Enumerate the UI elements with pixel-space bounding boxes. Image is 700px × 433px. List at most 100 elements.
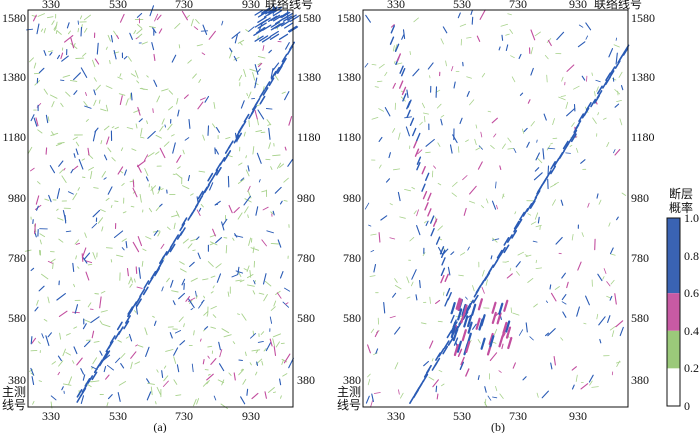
- fault-stroke: [196, 44, 203, 47]
- fault-stroke: [615, 37, 617, 41]
- fault-stroke: [119, 13, 125, 23]
- fault-stroke: [501, 343, 504, 350]
- fault-stroke: [566, 107, 576, 117]
- fault-stroke: [201, 299, 205, 304]
- fault-stroke: [101, 226, 104, 232]
- fault-stroke: [58, 310, 68, 317]
- panel-a-right-tick: 380: [297, 373, 315, 387]
- fault-stroke: [427, 192, 432, 202]
- fault-stroke: [146, 75, 149, 78]
- panel-b-right-tick: 580: [631, 311, 649, 325]
- fault-stroke: [388, 152, 391, 159]
- fault-stroke: [43, 318, 48, 322]
- fault-stroke: [467, 321, 473, 334]
- fault-stroke: [505, 44, 509, 52]
- fault-stroke: [187, 174, 191, 182]
- fault-stroke: [64, 35, 74, 43]
- fault-stroke: [49, 94, 58, 99]
- fault-stroke: [262, 24, 272, 31]
- fault-stroke: [225, 136, 231, 140]
- fault-stroke: [198, 170, 206, 173]
- fault-stroke: [569, 144, 573, 147]
- fault-stroke: [399, 65, 404, 74]
- fault-stroke: [270, 166, 273, 170]
- fault-stroke: [34, 306, 39, 312]
- fault-stroke: [247, 214, 249, 219]
- fault-stroke: [367, 373, 371, 378]
- fault-stroke: [216, 273, 222, 283]
- fault-stroke: [105, 85, 113, 89]
- fault-stroke: [127, 56, 132, 62]
- fault-stroke: [547, 39, 552, 47]
- fault-stroke: [537, 216, 540, 224]
- fault-stroke: [457, 298, 463, 311]
- fault-stroke: [145, 346, 150, 357]
- fault-stroke: [87, 302, 92, 308]
- fault-stroke: [105, 46, 108, 50]
- fault-stroke: [252, 246, 255, 254]
- fault-stroke: [501, 325, 507, 338]
- fault-stroke: [440, 267, 446, 276]
- fault-stroke: [103, 365, 107, 373]
- fault-stroke: [92, 209, 101, 218]
- main-fault-stroke: [447, 337, 454, 346]
- fault-stroke: [137, 33, 143, 38]
- fault-stroke: [233, 206, 240, 214]
- fault-stroke: [429, 75, 431, 79]
- fault-stroke: [155, 134, 162, 139]
- fault-stroke: [66, 22, 70, 29]
- main-fault-stroke: [526, 203, 533, 212]
- fault-stroke: [202, 24, 208, 35]
- main-fault-stroke: [516, 218, 523, 228]
- panel-b-left-tick: 780: [343, 251, 361, 265]
- fault-stroke: [54, 27, 57, 31]
- fault-stroke: [413, 139, 418, 149]
- fault-stroke: [385, 178, 391, 183]
- fault-stroke: [204, 95, 210, 103]
- fault-stroke: [392, 168, 401, 171]
- fault-stroke: [556, 31, 565, 41]
- main-fault-stroke: [102, 350, 109, 360]
- fault-stroke: [368, 224, 372, 227]
- fault-stroke: [512, 312, 520, 316]
- fault-stroke: [196, 236, 200, 240]
- fault-stroke: [74, 304, 79, 314]
- fault-stroke: [433, 218, 438, 227]
- fault-stroke: [469, 185, 477, 195]
- panel-b-frame: [362, 9, 629, 408]
- fault-stroke: [560, 337, 564, 341]
- fault-stroke: [274, 186, 282, 194]
- fault-stroke: [466, 76, 472, 79]
- fault-stroke: [369, 275, 376, 277]
- fault-stroke: [481, 286, 485, 294]
- main-fault-stroke: [233, 134, 240, 144]
- main-fault-stroke: [157, 259, 164, 269]
- fault-stroke: [378, 63, 385, 69]
- fault-stroke: [222, 218, 228, 226]
- fault-stroke: [477, 375, 480, 381]
- fault-stroke: [154, 13, 159, 22]
- fault-stroke: [240, 177, 245, 181]
- fault-stroke: [245, 169, 250, 177]
- fault-stroke: [188, 118, 191, 129]
- fault-stroke: [84, 27, 88, 33]
- fault-stroke: [427, 62, 434, 70]
- fault-stroke: [243, 268, 248, 271]
- fault-stroke: [257, 55, 266, 59]
- fault-stroke: [175, 394, 182, 397]
- fault-stroke: [145, 236, 152, 240]
- fault-stroke: [193, 398, 197, 407]
- panel-b-top-tick: 330: [387, 0, 405, 11]
- fault-stroke: [384, 71, 388, 77]
- fault-stroke: [129, 180, 134, 183]
- fault-stroke: [469, 99, 475, 106]
- fault-stroke: [581, 75, 586, 81]
- fault-stroke: [92, 130, 97, 142]
- panel-a-top-tick: 330: [42, 0, 60, 11]
- fault-stroke: [105, 104, 109, 112]
- fault-stroke: [50, 132, 59, 137]
- fault-stroke: [414, 148, 420, 157]
- fault-stroke: [457, 12, 461, 19]
- fault-stroke: [266, 119, 272, 126]
- fault-stroke: [416, 156, 422, 165]
